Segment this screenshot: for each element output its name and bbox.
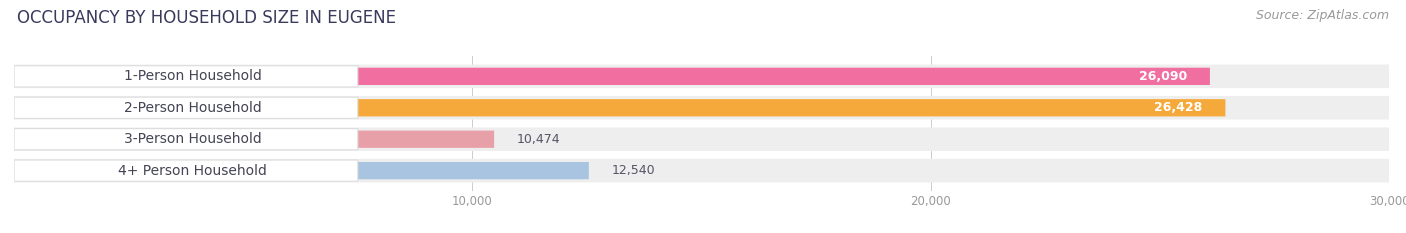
- Text: OCCUPANCY BY HOUSEHOLD SIZE IN EUGENE: OCCUPANCY BY HOUSEHOLD SIZE IN EUGENE: [17, 9, 396, 27]
- FancyBboxPatch shape: [14, 159, 1389, 182]
- FancyBboxPatch shape: [14, 130, 494, 148]
- Text: Source: ZipAtlas.com: Source: ZipAtlas.com: [1256, 9, 1389, 22]
- FancyBboxPatch shape: [14, 99, 1226, 116]
- FancyBboxPatch shape: [14, 127, 1389, 151]
- Text: 1-Person Household: 1-Person Household: [124, 69, 262, 83]
- Text: 2-Person Household: 2-Person Household: [124, 101, 262, 115]
- Text: 26,090: 26,090: [1139, 70, 1187, 83]
- Text: 26,428: 26,428: [1154, 101, 1202, 114]
- FancyBboxPatch shape: [14, 160, 359, 181]
- FancyBboxPatch shape: [14, 66, 359, 87]
- Text: 3-Person Household: 3-Person Household: [124, 132, 262, 146]
- FancyBboxPatch shape: [14, 65, 1389, 88]
- FancyBboxPatch shape: [14, 97, 359, 118]
- Text: 10,474: 10,474: [517, 133, 561, 146]
- Text: 4+ Person Household: 4+ Person Household: [118, 164, 267, 178]
- FancyBboxPatch shape: [14, 129, 359, 150]
- FancyBboxPatch shape: [14, 68, 1211, 85]
- FancyBboxPatch shape: [14, 96, 1389, 120]
- FancyBboxPatch shape: [14, 162, 589, 179]
- Text: 12,540: 12,540: [612, 164, 655, 177]
